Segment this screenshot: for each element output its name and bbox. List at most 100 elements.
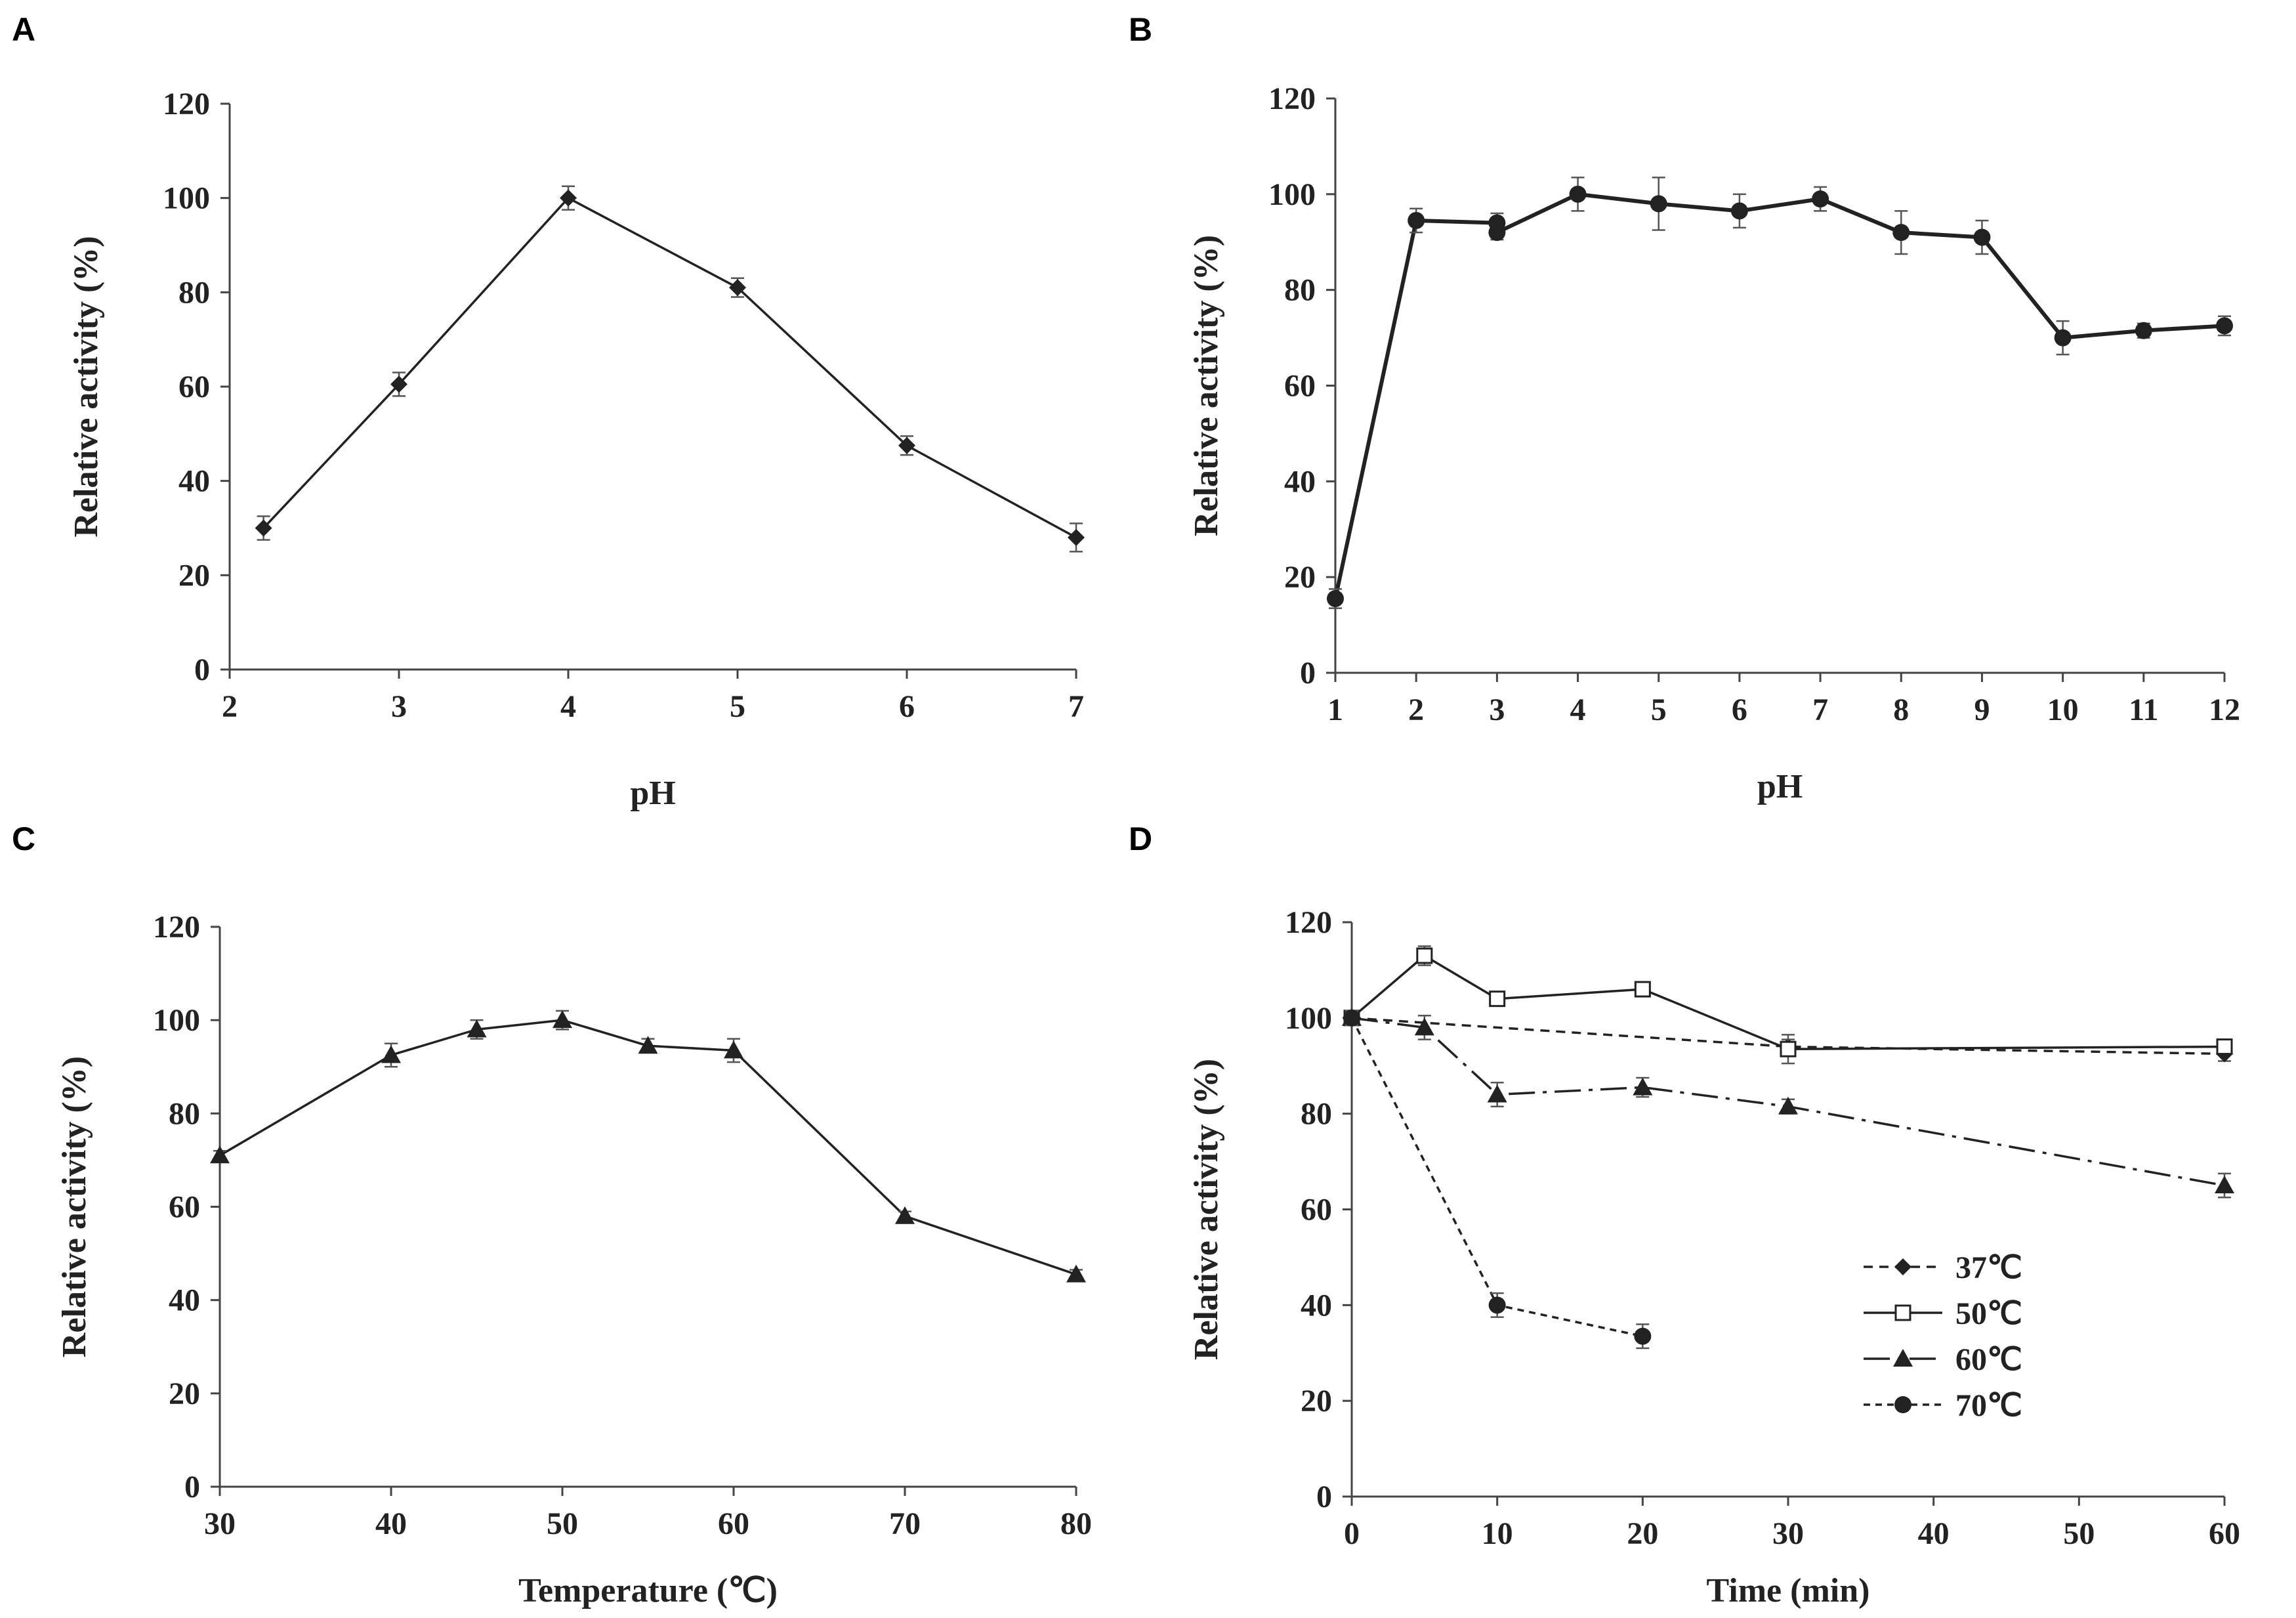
x-tick-label: 60	[718, 1506, 749, 1541]
panel-a: A 0 20 40 60 80 100 120 2 3 4 5 6 7 pH Relative activi…	[12, 11, 1085, 812]
y-tick-label: 120	[1268, 81, 1316, 116]
legend-label: 37℃	[1955, 1250, 2022, 1285]
x-tick-label: 10	[1482, 1516, 1513, 1551]
data-point	[1408, 211, 1425, 229]
y-tick-label: 40	[169, 1283, 200, 1318]
data-point	[210, 1145, 230, 1164]
y-tick-label: 20	[169, 1376, 200, 1411]
x-tick-label: 10	[2047, 692, 2079, 727]
y-tick-label: 60	[1284, 369, 1316, 404]
y-tick-label: 40	[1284, 464, 1316, 499]
data-point	[1780, 1040, 1797, 1057]
data-point	[1327, 589, 1344, 607]
x-tick-label: 9	[1974, 692, 1990, 727]
data-point	[1066, 1264, 1086, 1283]
x-tick-label: 11	[2129, 692, 2158, 727]
x-tick-label: 1	[1327, 692, 1343, 727]
data-point	[2215, 1176, 2234, 1194]
y-tick-label: 120	[163, 87, 210, 121]
y-tick-label: 20	[1284, 560, 1316, 595]
y-tick-label: 80	[1284, 273, 1316, 308]
data-point	[1650, 195, 1667, 213]
series-line	[1350, 954, 2225, 1050]
legend-marker	[1893, 1349, 1913, 1367]
x-tick-label: 7	[1812, 692, 1828, 727]
x-axis-title: pH	[630, 775, 675, 812]
data-point	[895, 1206, 915, 1224]
x-tick-label: 4	[560, 689, 576, 724]
series-line	[262, 196, 1077, 539]
x-tick-label: 6	[1732, 692, 1747, 727]
data-point	[1416, 947, 1433, 964]
series-line	[1351, 1017, 2225, 1055]
data-point	[1489, 990, 1506, 1008]
legend-marker	[1894, 1304, 1911, 1321]
data-point	[2054, 329, 2072, 347]
y-tick-label: 80	[1301, 1097, 1332, 1132]
data-point	[1414, 1017, 1434, 1036]
y-tick-label: 120	[1285, 905, 1332, 940]
y-tick-label: 0	[194, 652, 210, 687]
y-tick-label: 100	[1268, 177, 1316, 212]
data-point	[1778, 1096, 1798, 1115]
y-tick-label: 60	[178, 370, 210, 404]
y-tick-label: 100	[153, 1003, 200, 1038]
x-tick-label: 30	[1772, 1516, 1804, 1551]
panel-letter-b: B	[1129, 11, 1152, 48]
data-point	[1487, 1084, 1507, 1103]
x-axis-title: Time (min)	[1707, 1572, 1870, 1609]
panel-letter-d: D	[1129, 820, 1152, 857]
data-point	[1634, 1327, 1652, 1345]
data-point	[2135, 322, 2152, 339]
data-point	[729, 279, 746, 297]
series-70-	[1343, 1009, 1652, 1350]
data-point	[390, 375, 407, 393]
series-50-	[1343, 945, 2233, 1065]
series-line	[1351, 1017, 2225, 1187]
series-60-	[1342, 1008, 2234, 1199]
series-line	[1333, 192, 2225, 599]
x-tick-label: 80	[1060, 1506, 1092, 1541]
y-tick-label: 60	[1301, 1193, 1332, 1227]
y-axis-title: Relative activity (%)	[68, 236, 105, 537]
y-tick-label: 100	[163, 181, 210, 216]
x-tick-label: 2	[222, 689, 238, 724]
data-point	[255, 519, 272, 537]
series-activity	[210, 1010, 1086, 1283]
y-tick-label: 20	[178, 558, 210, 593]
data-point	[638, 1036, 658, 1054]
x-axis-title: Temperature (℃)	[518, 1572, 778, 1609]
x-tick-label: 40	[1918, 1516, 1950, 1551]
legend: 37℃ 50℃ 60℃ 70℃	[1864, 1250, 2022, 1423]
x-tick-label: 30	[204, 1506, 236, 1541]
y-tick-label: 20	[1301, 1384, 1332, 1418]
y-axis-title: Relative activity (%)	[1188, 1059, 1225, 1360]
x-tick-label: 50	[2063, 1516, 2095, 1551]
x-tick-label: 40	[375, 1506, 407, 1541]
panel-letter-c: C	[12, 820, 35, 857]
data-point	[898, 436, 915, 454]
y-axis-title: Relative activity (%)	[1188, 235, 1225, 536]
y-axis-title: Relative activity (%)	[56, 1056, 93, 1357]
data-point	[724, 1040, 743, 1059]
legend-label: 60℃	[1955, 1342, 2022, 1377]
series-stability	[1327, 177, 2233, 609]
y-tick-label: 80	[169, 1096, 200, 1131]
data-point	[1892, 224, 1910, 242]
y-tick-label: 0	[184, 1470, 200, 1504]
panel-c-plot: 0 20 40 60 80 100 120 30 40 50 60 70 80 Temperature (…	[56, 910, 1092, 1609]
series-activity	[255, 185, 1085, 553]
legend-marker	[1894, 1396, 1911, 1413]
data-point	[2216, 1038, 2233, 1055]
y-tick-label: 40	[178, 464, 210, 499]
panel-letter-a: A	[12, 11, 35, 48]
x-tick-label: 50	[547, 1506, 578, 1541]
y-tick-label: 120	[153, 910, 200, 945]
x-tick-label: 3	[1489, 692, 1505, 727]
x-axis-title: pH	[1757, 768, 1803, 805]
x-tick-label: 70	[889, 1506, 921, 1541]
panel-d-plot: 0 20 40 60 80 100 120 0 10 20 30 40 50 60 Time (min) Re…	[1188, 905, 2240, 1609]
x-tick-label: 6	[899, 689, 915, 724]
